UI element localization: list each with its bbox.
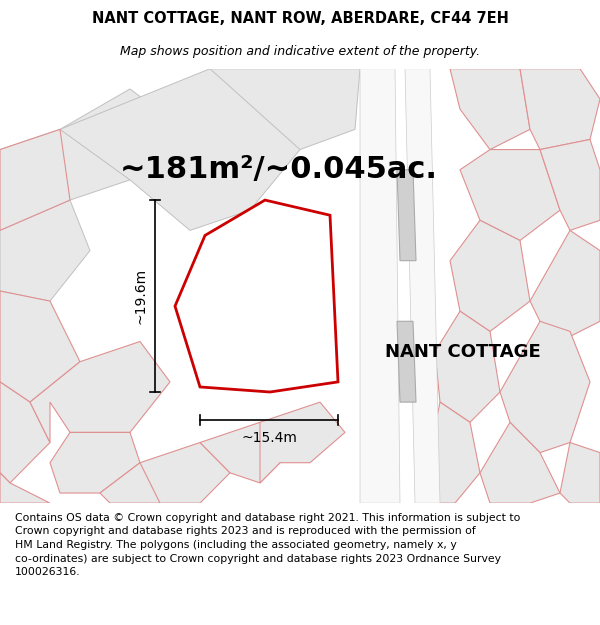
Polygon shape <box>210 69 360 149</box>
Polygon shape <box>397 170 416 261</box>
Polygon shape <box>260 402 345 483</box>
Polygon shape <box>360 69 400 503</box>
Polygon shape <box>175 200 338 392</box>
Text: NANT COTTAGE: NANT COTTAGE <box>385 342 541 361</box>
Text: Contains OS data © Crown copyright and database right 2021. This information is : Contains OS data © Crown copyright and d… <box>15 513 520 578</box>
Polygon shape <box>245 296 322 377</box>
Polygon shape <box>520 69 600 149</box>
Polygon shape <box>435 311 500 422</box>
Polygon shape <box>450 220 530 331</box>
Polygon shape <box>100 462 170 503</box>
Polygon shape <box>480 422 560 503</box>
Polygon shape <box>200 422 290 483</box>
Polygon shape <box>0 89 170 231</box>
Text: ~15.4m: ~15.4m <box>241 431 297 446</box>
Polygon shape <box>60 69 300 231</box>
Polygon shape <box>0 382 50 483</box>
Polygon shape <box>0 129 70 231</box>
Polygon shape <box>405 69 440 503</box>
Polygon shape <box>450 69 530 149</box>
Text: NANT COTTAGE, NANT ROW, ABERDARE, CF44 7EH: NANT COTTAGE, NANT ROW, ABERDARE, CF44 7… <box>92 11 508 26</box>
Polygon shape <box>0 291 80 402</box>
Polygon shape <box>500 321 590 452</box>
Polygon shape <box>0 473 50 503</box>
Polygon shape <box>560 442 600 503</box>
Polygon shape <box>30 341 170 442</box>
Polygon shape <box>397 321 416 402</box>
Polygon shape <box>540 139 600 231</box>
Polygon shape <box>50 432 140 493</box>
Text: ~19.6m: ~19.6m <box>134 268 148 324</box>
Polygon shape <box>0 200 90 301</box>
Text: Map shows position and indicative extent of the property.: Map shows position and indicative extent… <box>120 45 480 58</box>
Polygon shape <box>460 149 560 241</box>
Text: ~181m²/~0.045ac.: ~181m²/~0.045ac. <box>120 155 438 184</box>
Polygon shape <box>140 442 230 503</box>
Polygon shape <box>530 231 600 341</box>
Polygon shape <box>430 402 480 503</box>
